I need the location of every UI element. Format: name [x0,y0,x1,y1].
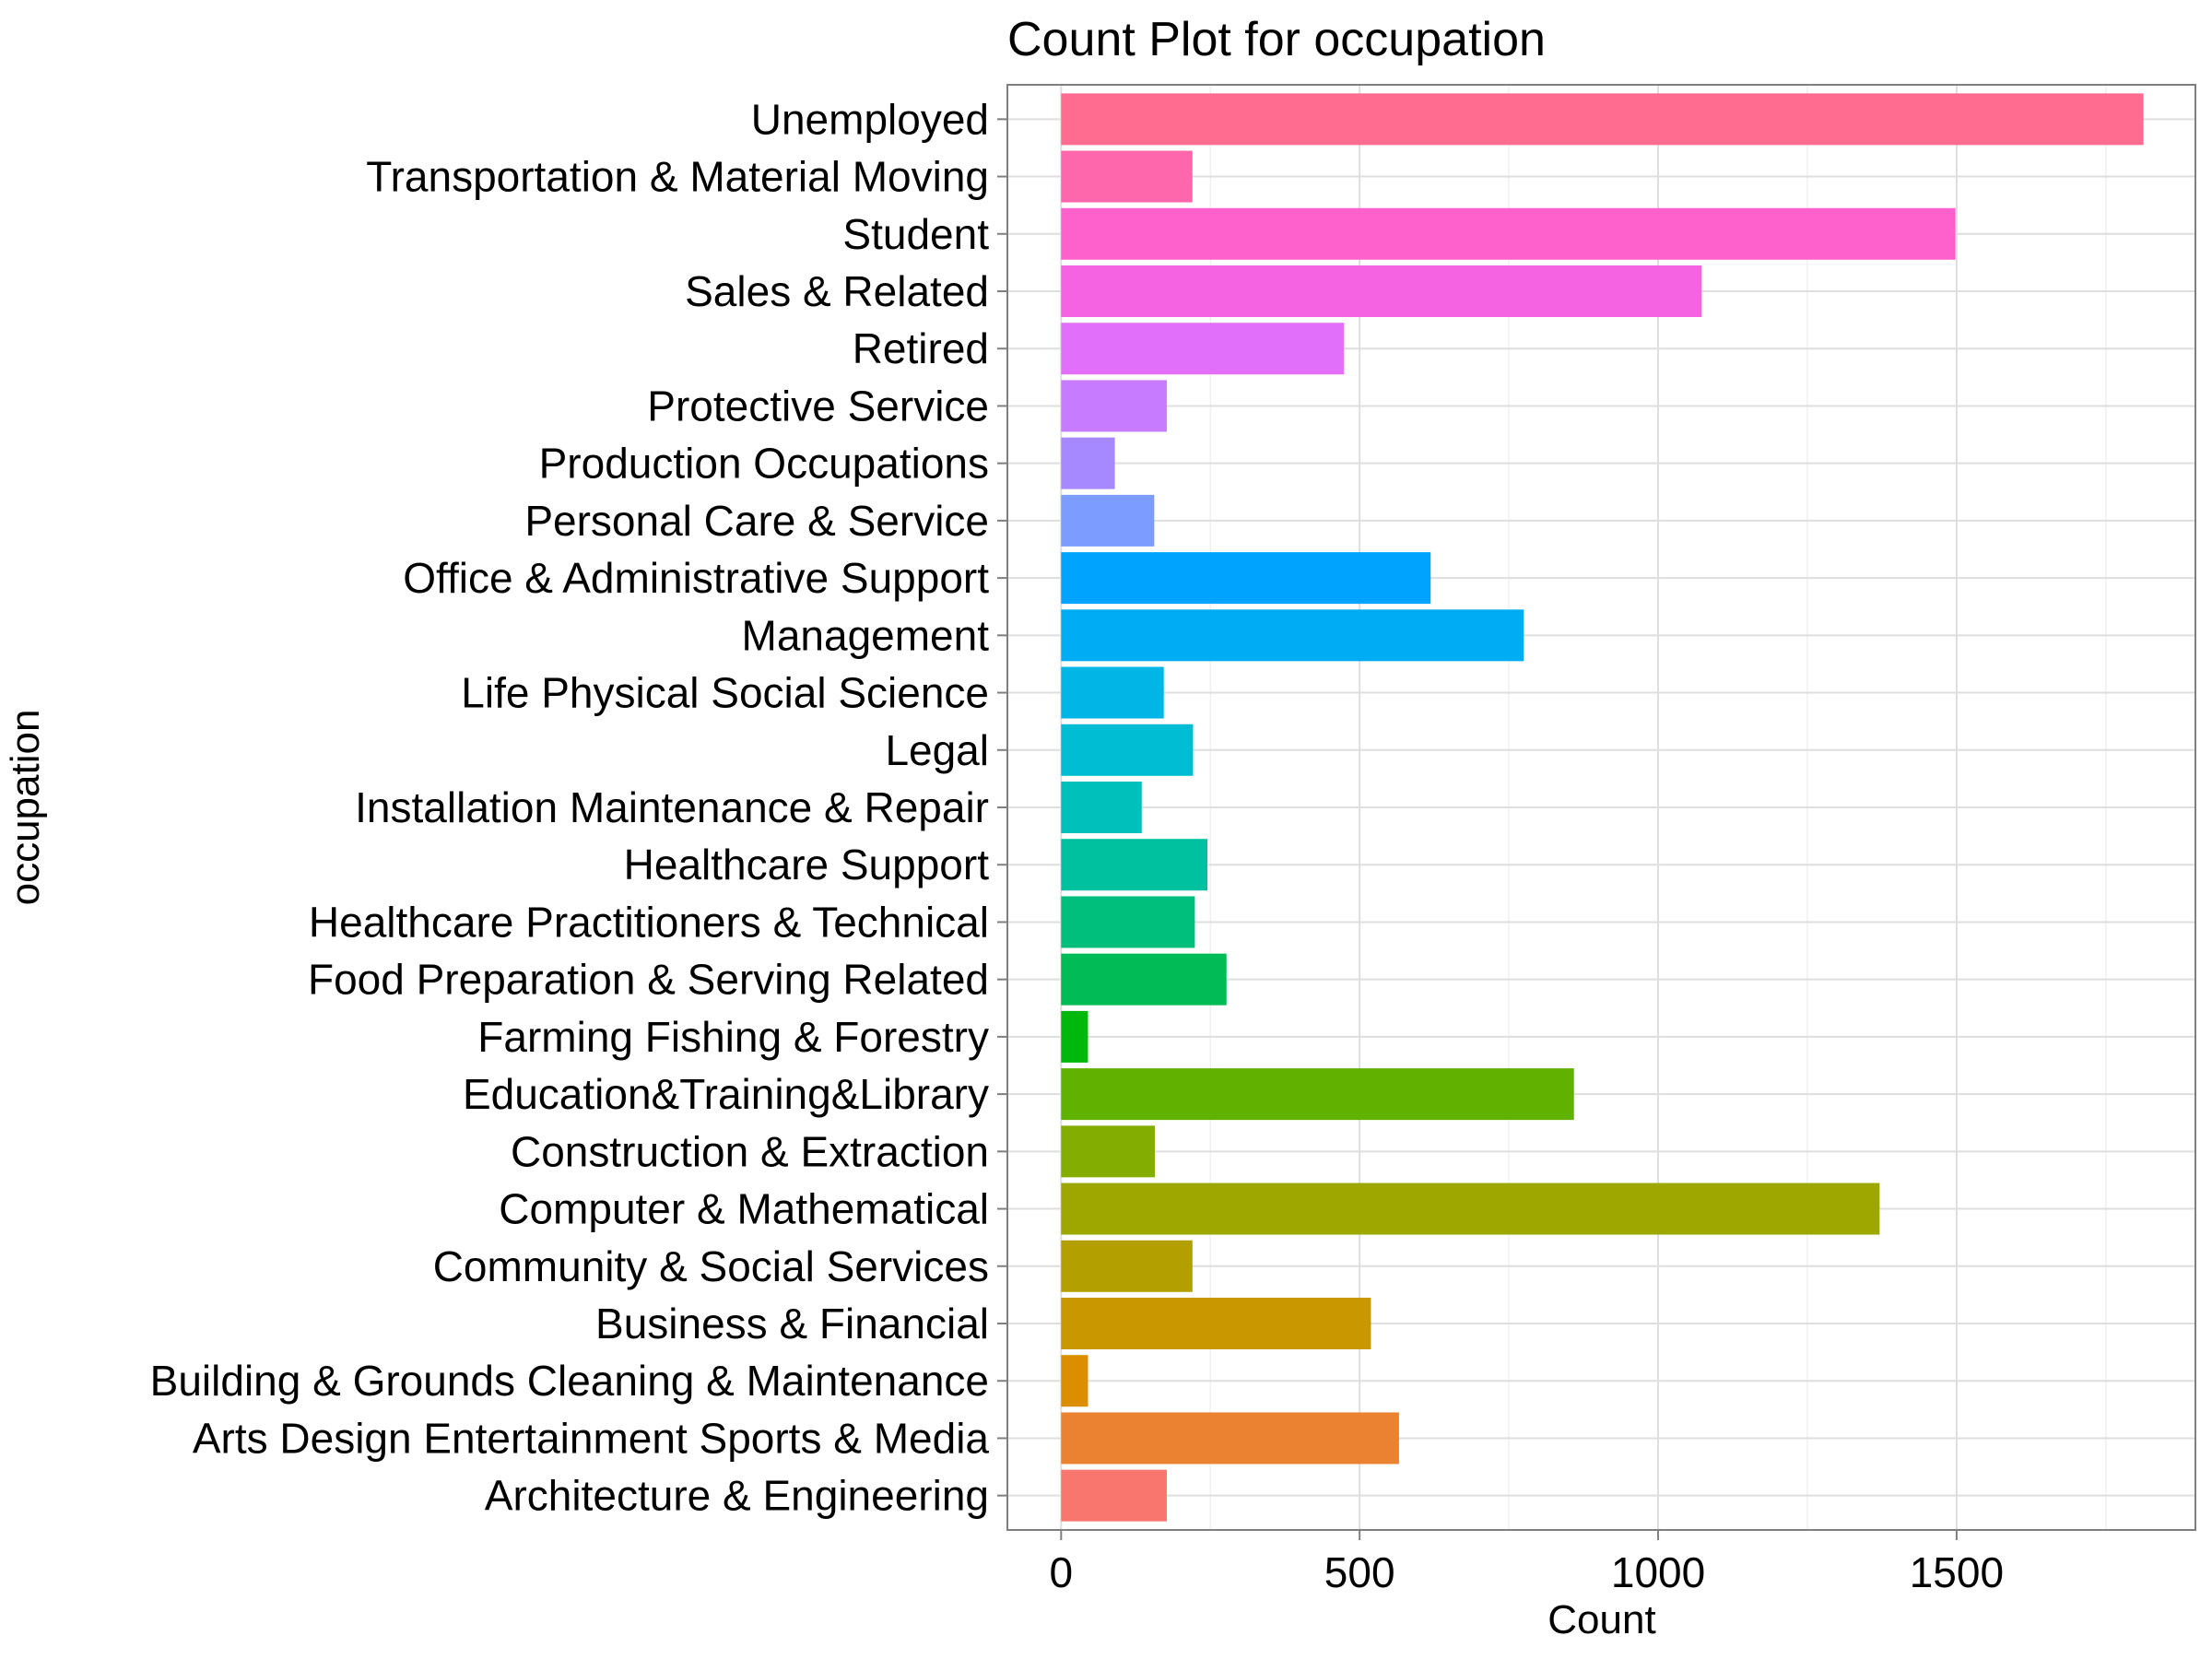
y-tick-label: Personal Care & Service [524,497,989,545]
bar [1061,265,1702,317]
bar [1061,380,1167,432]
bar [1061,207,1956,260]
y-tick-label: Farming Fishing & Forestry [477,1013,989,1061]
bar [1061,1010,1088,1063]
bar [1061,1412,1399,1465]
y-tick-label: Architecture & Engineering [485,1472,989,1520]
y-tick-label: Food Preparation & Serving Related [308,956,989,1004]
y-tick-label: Computer & Mathematical [499,1185,989,1233]
bar [1061,1355,1088,1407]
y-tick-label: Sales & Related [685,267,989,315]
bar [1061,1240,1193,1292]
y-tick-label: Office & Administrative Support [403,554,989,602]
x-tick-label: 500 [1324,1548,1395,1596]
bar [1061,609,1524,662]
y-tick-label: Construction & Extraction [511,1127,989,1175]
bar [1061,1298,1371,1349]
bar [1061,494,1155,547]
y-tick-label: Life Physical Social Science [461,669,989,717]
y-tick-label: Retired [853,324,989,372]
bar [1061,1182,1880,1235]
bar [1061,93,2144,146]
y-tick-label: Healthcare Practitioners & Technical [309,898,989,946]
bar [1061,782,1142,833]
chart-title: Count Plot for occupation [1007,13,1546,66]
y-axis-title: occupation [3,710,48,906]
y-tick-label: Community & Social Services [433,1242,989,1290]
y-tick-label: Student [842,210,989,258]
bar [1061,839,1207,891]
x-tick-label: 0 [1049,1548,1073,1596]
x-tick-label: 1000 [1611,1548,1705,1596]
x-tick-label: 1500 [1910,1548,2004,1596]
bar [1061,1068,1574,1121]
y-tick-label: Unemployed [751,95,989,143]
y-tick-label: Healthcare Support [624,841,990,888]
y-tick-label: Arts Design Entertainment Sports & Media [193,1414,990,1462]
bar-series [1061,93,2144,1522]
y-tick-label: Installation Maintenance & Repair [355,783,989,831]
y-tick-label: Management [742,611,990,659]
y-tick-label: Building & Grounds Cleaning & Maintenanc… [150,1357,989,1405]
x-axis-ticks: 0 500 1000 1500 [1049,1530,2004,1596]
bar [1061,1125,1155,1178]
bar [1061,896,1195,948]
y-tick-label: Protective Service [647,382,989,429]
y-tick-label: Production Occupations [539,440,989,488]
bar [1061,953,1227,1006]
x-axis-title: Count [1547,1597,1655,1642]
bar [1061,724,1194,776]
bar [1061,552,1431,605]
y-tick-label: Legal [885,726,989,774]
bar [1061,1469,1167,1522]
bar [1061,437,1115,489]
bar [1061,666,1164,719]
bar [1061,150,1193,203]
y-tick-label: Transportation & Material Moving [366,153,989,201]
y-axis-ticks: Architecture & Engineering Arts Design En… [150,95,1007,1520]
bar [1061,323,1345,375]
y-tick-label: Business & Financial [595,1300,989,1347]
y-tick-label: Education&Training&Library [463,1070,989,1118]
